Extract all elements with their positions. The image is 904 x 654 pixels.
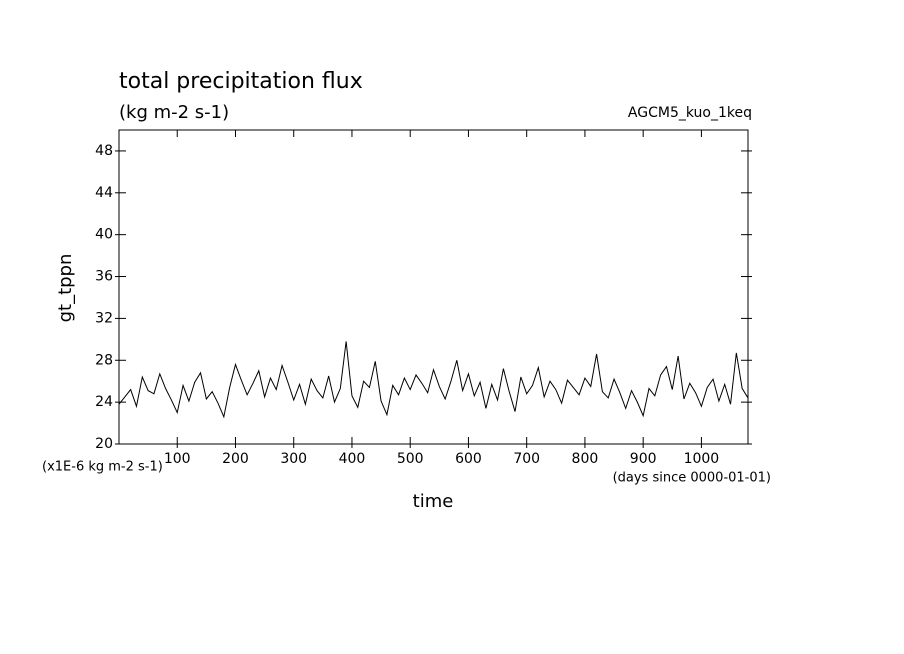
x-tick-label: 700 [513, 451, 540, 467]
x-tick-label: 1000 [684, 451, 720, 467]
y-unit: (x1E-6 kg m-2 s-1) [42, 460, 163, 475]
y-tick-label: 28 [95, 352, 113, 368]
x-unit: (days since 0000-01-01) [613, 471, 771, 486]
data-line [118, 341, 749, 419]
x-tick-label: 800 [572, 451, 599, 467]
y-tick-label: 32 [95, 310, 113, 326]
y-tick-label: 20 [95, 436, 113, 452]
x-tick-label: 600 [455, 451, 482, 467]
x-tick-label: 400 [339, 451, 366, 467]
x-tick-label: 500 [397, 451, 424, 467]
chart-subtitle: (kg m-2 s-1) [119, 102, 229, 123]
y-tick-label: 24 [95, 394, 113, 410]
y-tick-label: 44 [95, 185, 113, 201]
x-tick-label: 900 [630, 451, 657, 467]
y-axis-label: gt_tppn [55, 254, 76, 323]
x-tick-label: 100 [164, 451, 191, 467]
plot-frame [118, 129, 749, 445]
chart-title: total precipitation flux [119, 69, 363, 94]
y-tick-label: 48 [95, 143, 113, 159]
x-tick-label: 200 [222, 451, 249, 467]
x-axis-label: time [413, 491, 454, 512]
annotation: AGCM5_kuo_1keq [628, 105, 752, 121]
y-tick-label: 36 [95, 269, 113, 285]
y-tick-label: 40 [95, 227, 113, 243]
x-tick-label: 300 [280, 451, 307, 467]
